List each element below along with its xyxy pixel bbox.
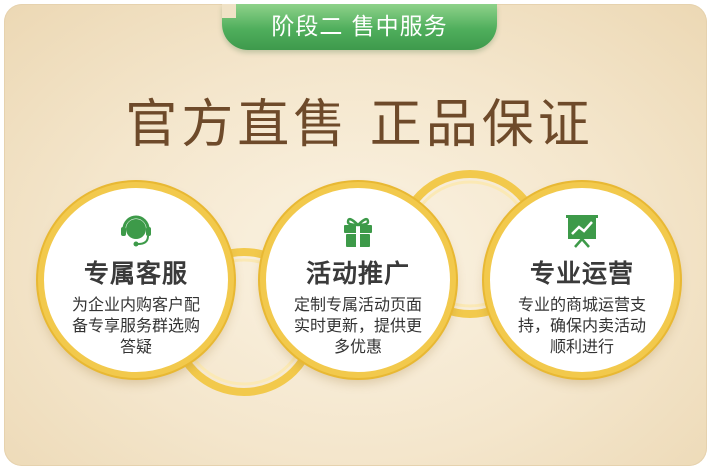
feature-operations: 专业运营 专业的商城运营支持，确保内卖活动顺利进行 bbox=[484, 182, 680, 378]
feature-customer-service: 专属客服 为企业内购客户配备专享服务群选购答疑 bbox=[38, 182, 234, 378]
headset-icon bbox=[121, 215, 151, 247]
feature-description: 定制专属活动页面实时更新，提供更多优惠 bbox=[293, 295, 422, 356]
stage-tab: 阶段二 售中服务 bbox=[222, 4, 497, 50]
service-card: 阶段二 售中服务 官方直售 正品保证 专属客服 为企业内购客户配备专享服务群选购… bbox=[4, 4, 707, 466]
gift-icon bbox=[344, 217, 372, 247]
feature-title: 专属客服 bbox=[83, 259, 188, 288]
feature-description: 专业的商城运营支持，确保内卖活动顺利进行 bbox=[517, 295, 646, 356]
feature-description: 为企业内购客户配备专享服务群选购答疑 bbox=[71, 295, 200, 356]
feature-title: 活动推广 bbox=[305, 259, 410, 288]
presentation-chart-icon bbox=[566, 215, 598, 248]
page-headline: 官方直售 正品保证 bbox=[125, 95, 594, 155]
feature-title: 专业运营 bbox=[529, 259, 634, 288]
stage-tab-label: 阶段二 售中服务 bbox=[271, 14, 448, 40]
feature-promotion: 活动推广 定制专属活动页面实时更新，提供更多优惠 bbox=[260, 182, 456, 378]
